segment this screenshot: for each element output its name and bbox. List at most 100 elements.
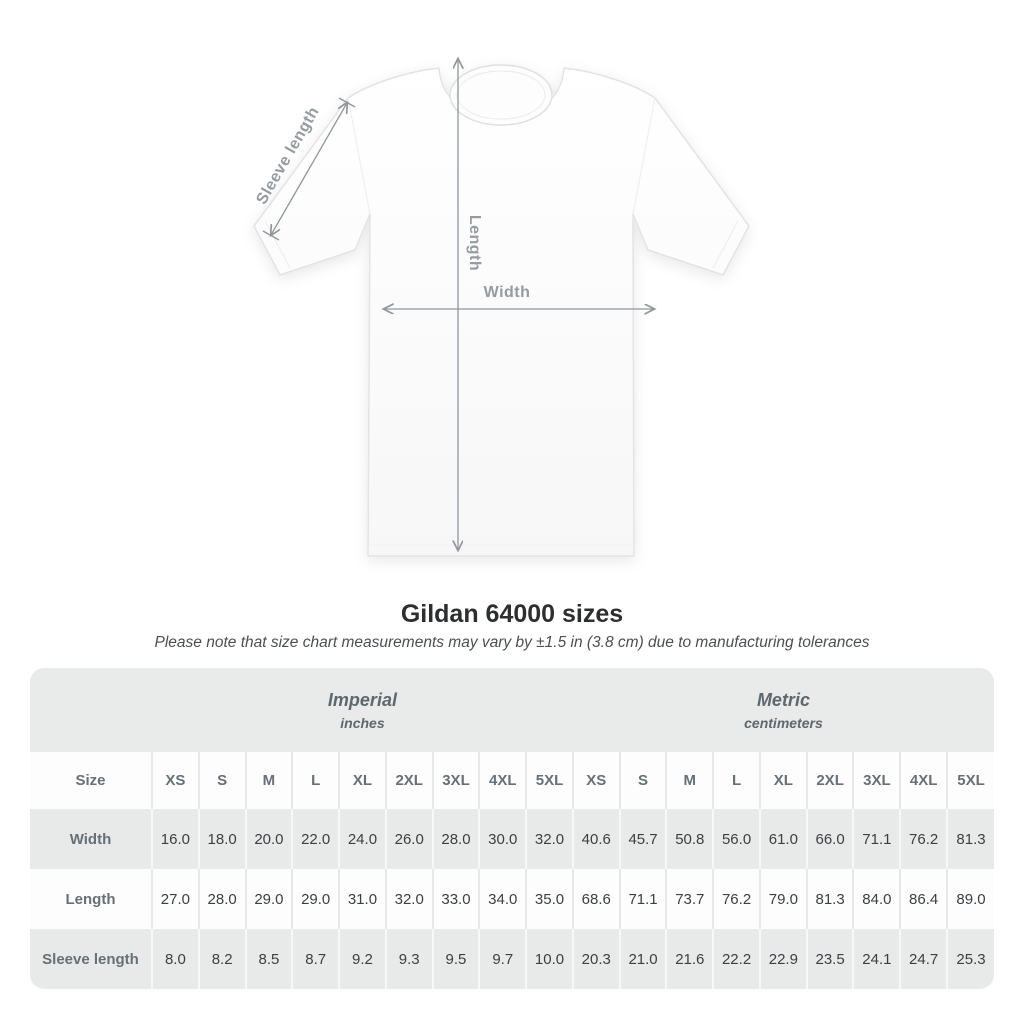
measurement-rows: Width 16.0 18.0 20.0 22.0 24.0 26.0 28.0 30.0 32.… [30,809,994,989]
measurement-cell: 29.0 [244,869,293,929]
measurement-cell: 89.0 [946,869,994,929]
measurement-cell: 61.0 [758,809,807,869]
size-col-header: S [197,752,246,809]
measurement-cell: 33.0 [431,869,480,929]
measurement-cell: 9.5 [431,929,480,989]
size-col-header: L [291,752,340,809]
measurement-cell: 50.8 [665,809,714,869]
metric-label: Metric [756,689,810,710]
measurement-cell: 16.0 [151,809,199,869]
measurement-cell: 24.0 [338,809,386,869]
measurement-cell: 73.7 [665,869,714,929]
size-col-header: 3XL [852,752,901,809]
measurement-cell: 76.2 [712,869,760,929]
measurement-cell: 18.0 [197,809,246,869]
measurement-cell: 23.5 [805,929,854,989]
measurement-cell: 34.0 [478,869,527,929]
table-row: Length 27.0 28.0 29.0 29.0 31.0 32.0 33.0 34.0 35… [30,869,994,929]
metric-header: Metric centimeters [572,668,994,752]
length-label: Length [466,215,483,271]
measurement-cell: 26.0 [384,809,433,869]
measurement-cell: 21.0 [618,929,667,989]
row-label: Sleeve length [30,929,152,989]
measurement-cell: 81.3 [805,869,854,929]
size-col-header: 2XL [384,752,433,809]
measurement-cell: 9.2 [338,929,386,989]
size-col-header: 2XL [805,752,854,809]
tolerance-note: Please note that size chart measurements… [154,634,870,651]
row-label: Width [30,809,152,869]
measurement-cell: 66.0 [805,809,854,869]
measurement-cell: 28.0 [431,809,480,869]
measurement-cell: 10.0 [525,929,573,989]
size-col-header: M [665,752,714,809]
metric-units: centimeters [744,714,823,731]
imperial-label: Imperial [327,689,397,710]
unit-band-row: Imperial inches Metric centimeters [30,668,994,752]
size-col-header: L [712,752,760,809]
measurement-cell: 68.6 [571,869,620,929]
size-corner-label: Size [30,752,152,809]
measurement-cell: 20.0 [244,809,293,869]
measurement-cell: 35.0 [525,869,573,929]
measurement-cell: 40.6 [571,809,620,869]
measurement-cell: 9.7 [478,929,527,989]
size-col-header: 5XL [946,752,994,809]
size-col-header: XL [758,752,807,809]
measurement-cell: 71.1 [618,869,667,929]
shirt-measurement-diagram: Width Length Sleeve length [253,0,750,557]
measurement-cell: 8.7 [291,929,340,989]
measurement-cell: 22.2 [712,929,760,989]
imperial-units: inches [340,714,385,731]
size-col-header: XS [571,752,620,809]
measurement-cell: 8.0 [151,929,199,989]
size-chart: Imperial inches Metric centimeters Size … [30,668,994,989]
measurement-cell: 8.5 [244,929,293,989]
size-header-row: Size XS S M L XL 2XL 3XL 4XL 5XL XS S M L XL 2XL 3XL 4XL… [30,752,994,809]
measurement-cell: 76.2 [899,809,948,869]
measurement-cell: 20.3 [571,929,620,989]
measurement-cell: 25.3 [946,929,994,989]
measurement-cell: 22.9 [758,929,807,989]
size-chart-table: Imperial inches Metric centimeters Size … [30,668,994,989]
band-corner-cell [30,668,152,752]
measurement-cell: 30.0 [478,809,527,869]
measurement-cell: 56.0 [712,809,760,869]
size-col-header: XL [338,752,386,809]
measurement-cell: 24.1 [852,929,901,989]
measurement-cell: 29.0 [291,869,340,929]
size-col-header: 4XL [899,752,948,809]
size-col-header: XS [151,752,199,809]
measurement-cell: 22.0 [291,809,340,869]
measurement-cell: 32.0 [525,809,573,869]
collar [449,64,553,126]
measurement-cell: 84.0 [852,869,901,929]
size-col-header: 4XL [478,752,527,809]
measurement-cell: 27.0 [151,869,199,929]
table-row: Width 16.0 18.0 20.0 22.0 24.0 26.0 28.0 30.0 32.… [30,809,994,869]
measurement-cell: 81.3 [946,809,994,869]
measurement-cell: 79.0 [758,869,807,929]
size-col-header: 3XL [431,752,480,809]
size-col-header: S [618,752,667,809]
table-row: Sleeve length 8.0 8.2 8.5 8.7 9.2 9.3 9.5 9.7 10.… [30,929,994,989]
measurement-lines [262,59,654,550]
measurement-cell: 32.0 [384,869,433,929]
size-col-header: 5XL [525,752,573,809]
measurement-cell: 28.0 [197,869,246,929]
sleeve-dimension-line [271,103,347,235]
measurement-cell: 86.4 [899,869,948,929]
measurement-cell: 8.2 [197,929,246,989]
tshirt-illustration: Width Length Sleeve length [253,38,750,557]
tshirt-body-shape [253,64,750,557]
measurement-cell: 9.3 [384,929,433,989]
page-title: Gildan 64000 sizes [400,600,624,628]
imperial-header: Imperial inches [152,668,573,752]
size-col-header: M [244,752,293,809]
measurement-cell: 31.0 [338,869,386,929]
measurement-cell: 24.7 [899,929,948,989]
width-label: Width [484,284,531,301]
measurement-cell: 21.6 [665,929,714,989]
measurement-cell: 45.7 [618,809,667,869]
row-label: Length [30,869,152,929]
